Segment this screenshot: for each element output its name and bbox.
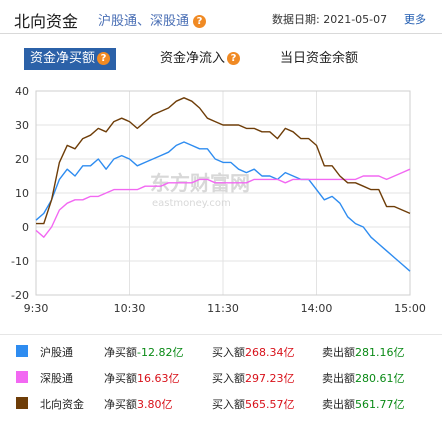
legend-swatch xyxy=(16,397,28,409)
watermark-subtext: eastmoney.com xyxy=(152,198,231,209)
header-divider xyxy=(0,33,442,34)
buy-label: 买入额 xyxy=(212,346,245,359)
buy-label: 买入额 xyxy=(212,372,245,385)
plot-frame xyxy=(35,90,411,296)
sell-value: 281.16 xyxy=(355,346,394,359)
legend-name: 北向资金 xyxy=(40,398,84,411)
help-icon[interactable]: ? xyxy=(193,15,207,28)
tab-net-inflow[interactable]: 资金净流入? xyxy=(160,48,241,70)
series-line-2 xyxy=(36,97,411,225)
more-link[interactable]: 更多 xyxy=(404,13,426,26)
net-buy-cell: 净买额16.63亿 xyxy=(104,370,180,386)
chart: 40 30 20 10 0 -10 -20 9:30 10:30 11:30 14:00 15:00 东… xyxy=(0,80,442,320)
buy-value: 565.57 xyxy=(245,398,284,411)
tab-label: 资金净流入 xyxy=(160,51,226,66)
y-tick-label: 0 xyxy=(22,221,29,234)
unit: 亿 xyxy=(172,346,184,359)
buy-value: 297.23 xyxy=(245,372,284,385)
legend-swatch xyxy=(16,371,28,383)
legend-row-north: 北向资金 净买额3.80亿 买入额565.57亿 卖出额561.77亿 xyxy=(0,394,442,414)
legend-divider xyxy=(0,334,442,335)
sell-cell: 卖出额281.16亿 xyxy=(322,344,405,360)
unit: 亿 xyxy=(393,372,405,385)
y-tick-label: -10 xyxy=(11,255,29,268)
net-buy-label: 净买额 xyxy=(104,346,137,359)
series-line-0 xyxy=(35,141,411,272)
net-buy-label: 净买额 xyxy=(104,398,137,411)
buy-value: 268.34 xyxy=(245,346,284,359)
page-title: 北向资金 xyxy=(14,12,79,31)
date-value: 2021-05-07 xyxy=(323,13,388,26)
unit: 亿 xyxy=(393,346,405,359)
net-buy-cell: 净买额-12.82亿 xyxy=(104,344,183,360)
y-tick-label: 40 xyxy=(15,85,29,98)
x-tick-label: 15:00 xyxy=(394,302,426,315)
legend-swatch xyxy=(16,345,28,357)
y-tick-label: 30 xyxy=(15,119,29,132)
net-buy-label: 净买额 xyxy=(104,372,137,385)
sell-label: 卖出额 xyxy=(322,372,355,385)
tab-label: 资金净买额 xyxy=(30,51,96,66)
sell-value: 280.61 xyxy=(355,372,394,385)
sell-value: 561.77 xyxy=(355,398,394,411)
net-buy-cell: 净买额3.80亿 xyxy=(104,396,173,412)
sell-cell: 卖出额280.61亿 xyxy=(322,370,405,386)
date-label: 数据日期: xyxy=(272,13,320,26)
buy-cell: 买入额565.57亿 xyxy=(212,396,295,412)
unit: 亿 xyxy=(393,398,405,411)
x-tick-label: 14:00 xyxy=(301,302,333,315)
legend-name: 深股通 xyxy=(40,372,73,385)
buy-label: 买入额 xyxy=(212,398,245,411)
net-buy-value: 16.63 xyxy=(137,372,169,385)
y-tick-label: -20 xyxy=(11,289,29,302)
tab-label: 当日资金余额 xyxy=(280,51,359,66)
x-tick-label: 9:30 xyxy=(24,302,49,315)
y-tick-label: 20 xyxy=(15,153,29,166)
legend-row-sh: 沪股通 净买额-12.82亿 买入额268.34亿 卖出额281.16亿 xyxy=(0,342,442,362)
net-buy-value: -12.82 xyxy=(137,346,173,359)
legend-name: 沪股通 xyxy=(40,346,73,359)
page-subtitle: 沪股通、深股通? xyxy=(98,10,207,29)
x-tick-label: 10:30 xyxy=(114,302,146,315)
subtitle-text: 沪股通、深股通 xyxy=(98,14,190,29)
data-date: 数据日期: 2021-05-07 xyxy=(272,11,387,27)
legend-row-sz: 深股通 净买额16.63亿 买入额297.23亿 卖出额280.61亿 xyxy=(0,368,442,388)
tab-net-buy[interactable]: 资金净买额? xyxy=(24,48,117,70)
header: 北向资金 沪股通、深股通? 数据日期: 2021-05-07 更多 xyxy=(0,0,442,34)
unit: 亿 xyxy=(283,372,295,385)
x-tick-label: 11:30 xyxy=(207,302,239,315)
tab-daily-balance[interactable]: 当日资金余额 xyxy=(280,48,358,70)
net-buy-value: 3.80 xyxy=(137,398,162,411)
series-line-1 xyxy=(35,168,411,238)
buy-cell: 买入额268.34亿 xyxy=(212,344,295,360)
unit: 亿 xyxy=(283,398,295,411)
sell-cell: 卖出额561.77亿 xyxy=(322,396,405,412)
help-icon[interactable]: ? xyxy=(227,52,241,65)
unit: 亿 xyxy=(283,346,295,359)
sell-label: 卖出额 xyxy=(322,346,355,359)
y-tick-label: 10 xyxy=(15,187,29,200)
sell-label: 卖出额 xyxy=(322,398,355,411)
buy-cell: 买入额297.23亿 xyxy=(212,370,295,386)
help-icon[interactable]: ? xyxy=(97,52,111,65)
unit: 亿 xyxy=(161,398,173,411)
unit: 亿 xyxy=(168,372,180,385)
